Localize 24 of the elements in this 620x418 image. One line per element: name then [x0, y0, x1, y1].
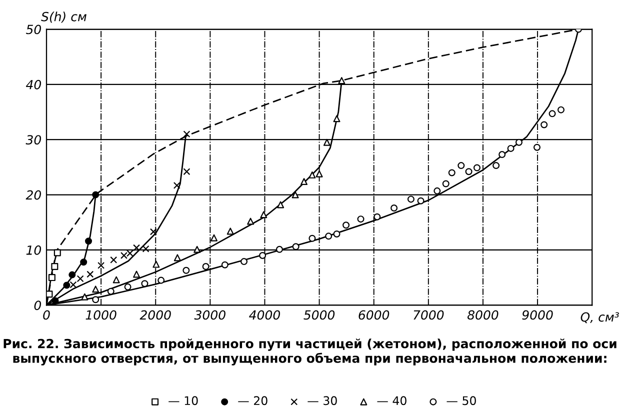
legend-label: — 20 [238, 396, 268, 406]
x-axis-title: Q, см³ [580, 312, 619, 324]
x-tick-label: 9000 [522, 310, 553, 320]
x-tick-label: 3000 [194, 310, 226, 320]
legend-label: — 40 [377, 396, 406, 406]
x-tick-label: 4000 [249, 310, 280, 320]
x-tick-label: 1000 [86, 310, 116, 320]
y-tick-label: 0 [34, 300, 42, 310]
y-tick-label: 30 [26, 135, 42, 145]
x-tick-label: 0 [43, 310, 50, 320]
y-tick-label: 40 [26, 80, 42, 90]
legend-label: — 10 [168, 396, 198, 406]
y-tick-label: 10 [26, 245, 42, 255]
x-tick-label: 5000 [304, 310, 335, 320]
y-axis-title: S(h) см [41, 12, 86, 23]
legend-label: — 30 [308, 396, 337, 406]
x-tick-label: 8000 [467, 310, 498, 320]
y-tick-label: 50 [26, 24, 42, 34]
legend-label: — 50 [446, 396, 476, 406]
y-tick-label: 20 [26, 190, 42, 200]
text: Рис. 22. Зависимость пройденного пути частицей (жетоном), расположенной по оси выпускного отверстия, от выпущенного объема при первоначальном положении: [4, 338, 616, 366]
x-tick-label: 6000 [358, 310, 390, 320]
x-tick-label: 2000 [140, 310, 171, 320]
x-tick-label: 7000 [414, 310, 444, 320]
